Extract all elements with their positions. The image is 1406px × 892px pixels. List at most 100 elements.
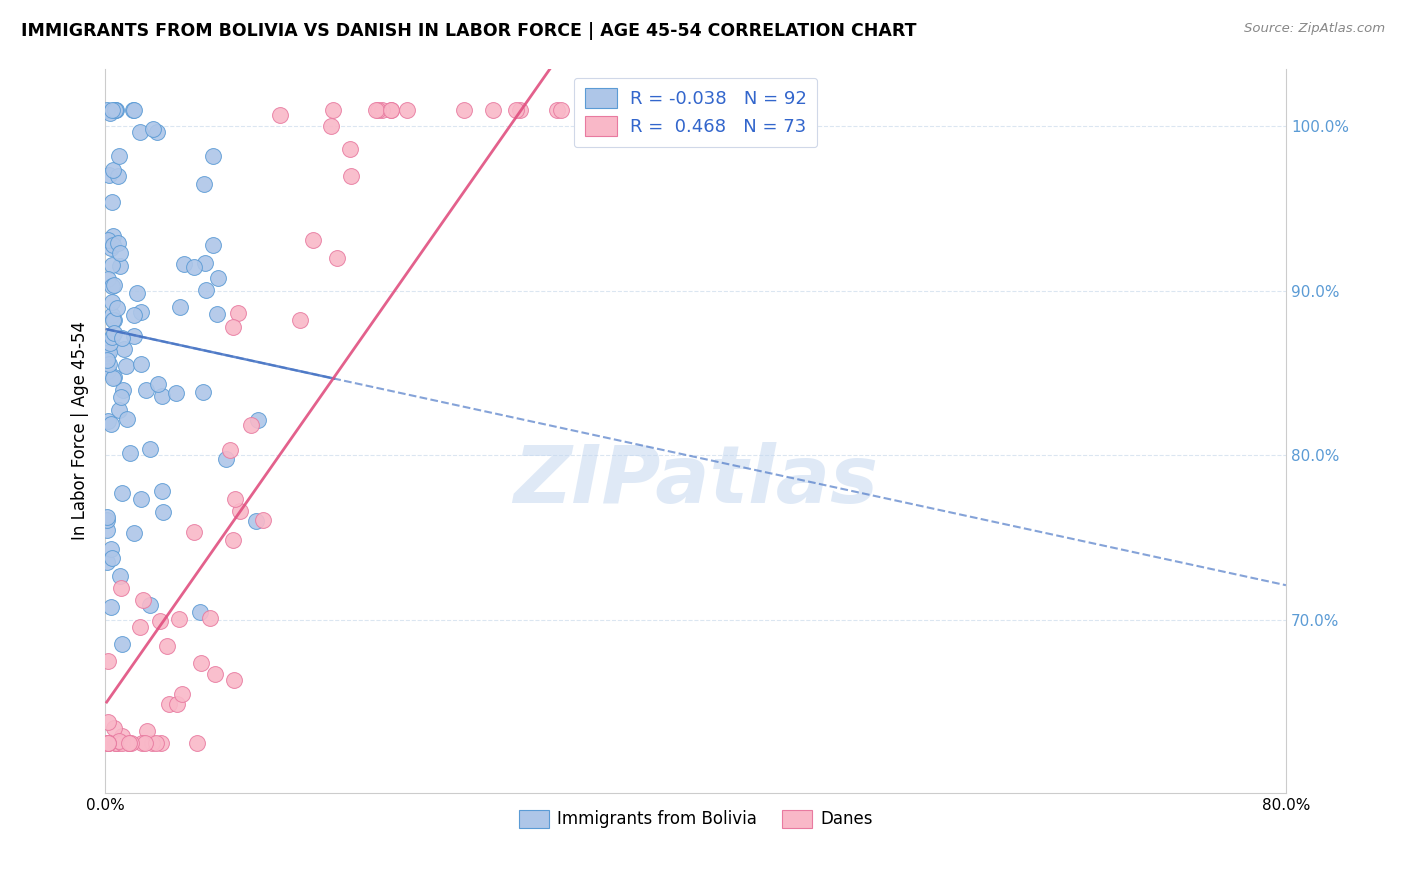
Point <box>226 306 249 320</box>
Point <box>97 654 120 668</box>
Point <box>100 542 122 557</box>
Point <box>546 103 568 117</box>
Point <box>122 526 145 541</box>
Point <box>167 612 190 626</box>
Point <box>103 228 125 243</box>
Point <box>104 736 127 750</box>
Text: IMMIGRANTS FROM BOLIVIA VS DANISH IN LABOR FORCE | AGE 45-54 CORRELATION CHART: IMMIGRANTS FROM BOLIVIA VS DANISH IN LAB… <box>21 22 917 40</box>
Point <box>125 286 148 301</box>
Point <box>229 504 252 518</box>
Point <box>129 491 152 506</box>
Point <box>218 442 240 457</box>
Point <box>104 103 127 117</box>
Point <box>215 452 238 467</box>
Point <box>97 168 120 182</box>
Point <box>103 326 125 341</box>
Point <box>100 103 122 117</box>
Point <box>120 446 142 460</box>
Point <box>100 330 122 344</box>
Point <box>103 369 125 384</box>
Point <box>100 258 122 272</box>
Point <box>170 687 193 701</box>
Point <box>319 119 342 133</box>
Point <box>191 384 214 399</box>
Point <box>110 390 132 404</box>
Point <box>142 122 165 136</box>
Point <box>97 736 120 750</box>
Point <box>96 346 118 360</box>
Point <box>600 103 623 117</box>
Point <box>108 149 131 163</box>
Point <box>509 103 531 117</box>
Point <box>114 343 136 357</box>
Point <box>239 418 262 433</box>
Point <box>96 103 118 117</box>
Text: ZIPatlas: ZIPatlas <box>513 442 879 520</box>
Point <box>325 251 347 265</box>
Point <box>453 103 475 117</box>
Point <box>97 364 120 378</box>
Point <box>194 256 217 270</box>
Point <box>97 272 120 286</box>
Point <box>97 736 120 750</box>
Point <box>136 723 159 738</box>
Point <box>302 233 325 247</box>
Point <box>146 125 169 139</box>
Point <box>145 736 167 750</box>
Point <box>183 260 205 274</box>
Point <box>135 383 157 397</box>
Point <box>169 300 191 314</box>
Point <box>141 736 163 750</box>
Point <box>122 308 145 322</box>
Point <box>322 103 344 117</box>
Point <box>129 125 152 139</box>
Point <box>100 278 122 293</box>
Point <box>371 103 394 117</box>
Point <box>339 142 361 156</box>
Point <box>97 233 120 247</box>
Point <box>194 283 217 297</box>
Point <box>128 619 150 633</box>
Point <box>340 169 363 183</box>
Legend: Immigrants from Bolivia, Danes: Immigrants from Bolivia, Danes <box>512 803 879 835</box>
Point <box>98 357 121 371</box>
Point <box>596 103 619 117</box>
Point <box>107 403 129 417</box>
Point <box>165 386 187 401</box>
Point <box>103 721 125 735</box>
Point <box>96 523 118 537</box>
Point <box>202 149 225 163</box>
Point <box>290 313 312 327</box>
Point <box>103 313 125 327</box>
Point <box>110 260 132 274</box>
Point <box>156 639 179 653</box>
Point <box>105 103 128 117</box>
Point <box>110 637 132 651</box>
Point <box>380 103 402 117</box>
Point <box>166 698 188 712</box>
Point <box>193 177 215 191</box>
Point <box>247 413 270 427</box>
Point <box>104 103 127 117</box>
Point <box>186 736 208 750</box>
Point <box>652 103 675 117</box>
Point <box>252 513 274 527</box>
Point <box>132 593 155 607</box>
Point <box>101 308 124 322</box>
Point <box>198 610 221 624</box>
Point <box>98 106 121 120</box>
Point <box>101 295 124 310</box>
Point <box>149 736 172 750</box>
Point <box>105 301 128 315</box>
Point <box>97 736 120 750</box>
Point <box>202 238 225 252</box>
Point <box>139 598 162 612</box>
Point <box>111 729 134 743</box>
Point <box>380 103 402 117</box>
Point <box>188 605 211 619</box>
Point <box>146 377 169 392</box>
Point <box>222 533 245 548</box>
Point <box>245 514 267 528</box>
Point <box>97 736 120 750</box>
Point <box>122 103 145 117</box>
